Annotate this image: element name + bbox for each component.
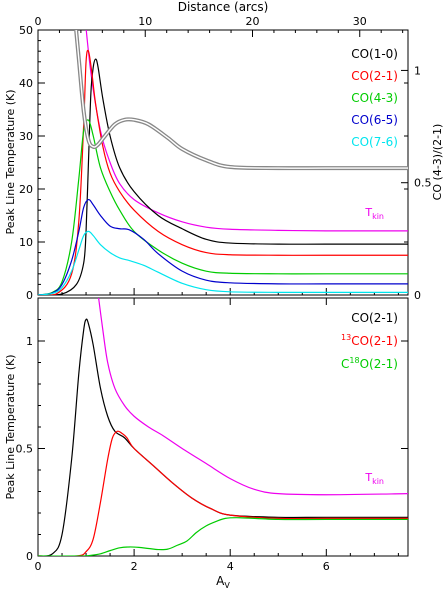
distance-axis-label: Distance (arcs) — [178, 0, 269, 14]
top-series-co-7-6-line — [38, 230, 408, 295]
legend-co43: CO(4-3) — [351, 91, 398, 105]
top-ytick-label: 40 — [19, 77, 33, 90]
bottom-ytick-label: 1 — [26, 335, 33, 348]
legend-c18o-pre: C — [341, 357, 349, 371]
distance-tick-label: 0 — [35, 15, 42, 28]
ratio-tick-label: 0.5 — [414, 177, 432, 190]
bottom-ytick-label: 0 — [26, 550, 33, 563]
top-plot-frame — [37, 29, 409, 296]
top-ytick-label: 20 — [19, 183, 33, 196]
bottom-ytick-label: 0.5 — [16, 443, 34, 456]
ratio-axis-label: CO (4-3)/(2-1) — [431, 124, 444, 201]
bottom-series-tkin-line — [98, 298, 408, 496]
bottom-xtick-label: 0 — [35, 560, 42, 573]
legend-13co-sup: 13 — [341, 333, 351, 342]
top-series-group — [38, 30, 408, 295]
top-ytick-label: 50 — [19, 24, 33, 37]
top-series-co-6-5-line — [38, 198, 408, 295]
legend-co21: CO(2-1) — [351, 69, 398, 83]
legend-bottom-co21: CO(2-1) — [351, 311, 398, 325]
legend-bottom-13co21: 13CO(2-1) — [341, 333, 398, 348]
bottom-xtick-label: 6 — [323, 560, 330, 573]
top-series-co-4-3-line — [38, 119, 408, 295]
legend-co10: CO(1-0) — [351, 47, 398, 61]
top-legend: CO(1-0) CO(2-1) CO(4-3) CO(6-5) CO(7-6) — [351, 47, 398, 149]
distance-tick-label: 10 — [138, 15, 152, 28]
bottom-axis-ticks: 0 0.5 1 0 2 4 6 — [16, 298, 408, 573]
legend-bottom-c18o21: C18O(2-1) — [341, 356, 398, 371]
bottom-tkin-label: Tkin — [364, 471, 384, 486]
bottom-series-13co-2-1-line — [38, 430, 408, 556]
top-series-co-4-3-2-1-line-inner — [75, 30, 408, 169]
top-ytick-label: 0 — [26, 289, 33, 302]
bottom-series-group — [38, 298, 408, 556]
bottom-series-co-2-1-line — [38, 318, 408, 556]
legend-c18o-sup: 18 — [349, 356, 359, 365]
legend-co76: CO(7-6) — [351, 135, 398, 149]
top-ylabel: Peak Line Temperature (K) — [4, 89, 17, 234]
av-axis-label: AV — [216, 574, 230, 590]
av-axis-main: A — [216, 574, 225, 588]
top-series-co-2-1-line — [38, 49, 408, 295]
top-tkin-label: Tkin — [364, 206, 384, 221]
bottom-series-c18o-2-1-line — [38, 517, 408, 556]
distance-tick-label: 30 — [353, 15, 367, 28]
top-series-co-1-0-line — [38, 58, 408, 295]
legend-13co-main: CO(2-1) — [351, 334, 398, 348]
top-ytick-label: 30 — [19, 130, 33, 143]
bottom-ylabel: Peak Line Temperature (K) — [4, 354, 17, 499]
legend-co65: CO(6-5) — [351, 113, 398, 127]
distance-tick-label: 20 — [245, 15, 259, 28]
ratio-tick-label: 1 — [414, 64, 421, 77]
bottom-legend: CO(2-1) 13CO(2-1) C18O(2-1) — [341, 311, 398, 371]
top-ytick-label: 10 — [19, 236, 33, 249]
av-axis-sub: V — [224, 581, 230, 590]
ratio-tick-label: 0 — [414, 289, 421, 302]
bottom-xtick-label: 2 — [131, 560, 138, 573]
bottom-xtick-label: 4 — [227, 560, 234, 573]
legend-c18o-main: O(2-1) — [360, 357, 398, 371]
